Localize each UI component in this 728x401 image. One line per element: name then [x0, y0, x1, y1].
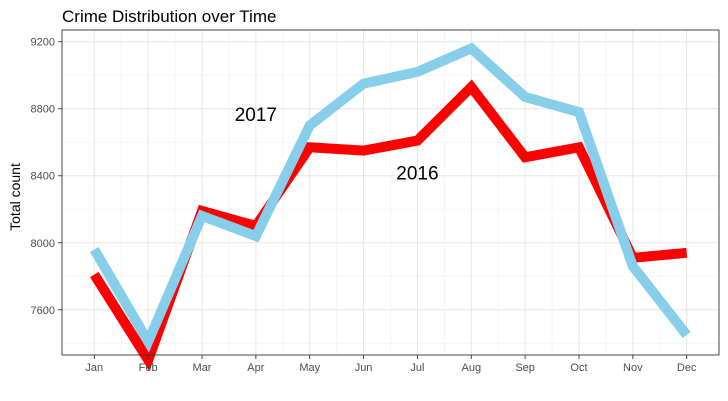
- y-tick-label: 8400: [31, 171, 55, 183]
- x-tick-label: Feb: [139, 362, 158, 374]
- x-tick-label: Nov: [623, 362, 643, 374]
- x-tick-label: Apr: [247, 362, 264, 374]
- y-axis-title: Total count: [7, 163, 23, 231]
- y-tick-label: 8800: [31, 104, 55, 116]
- y-tick-label: 7600: [31, 305, 55, 317]
- x-tick-label: Oct: [570, 362, 587, 374]
- series-annotation-2016: 2016: [396, 163, 438, 184]
- plot-panel-border: [61, 29, 720, 356]
- x-tick-label: May: [299, 362, 320, 374]
- x-tick-label: Sep: [515, 362, 535, 374]
- chart-title: Crime Distribution over Time: [62, 7, 276, 26]
- axes: 7600 8000 8400 8800 9200 Jan Feb Mar Apr May Jun Ju…: [31, 37, 697, 374]
- x-tick-label: Jun: [355, 362, 373, 374]
- x-tick-label: Dec: [677, 362, 697, 374]
- grid: [62, 30, 719, 355]
- x-tick-label: Jul: [410, 362, 424, 374]
- series-line-2017: [89, 42, 691, 353]
- x-tick-label: Aug: [461, 362, 481, 374]
- series-annotation-2017: 2017: [235, 105, 277, 126]
- series-lines: [89, 42, 691, 372]
- x-tick-label: Mar: [193, 362, 212, 374]
- x-tick-label: Jan: [85, 362, 103, 374]
- annotations: 2017 2016: [235, 105, 439, 185]
- y-tick-label: 9200: [31, 37, 55, 49]
- y-tick-label: 8000: [31, 238, 55, 250]
